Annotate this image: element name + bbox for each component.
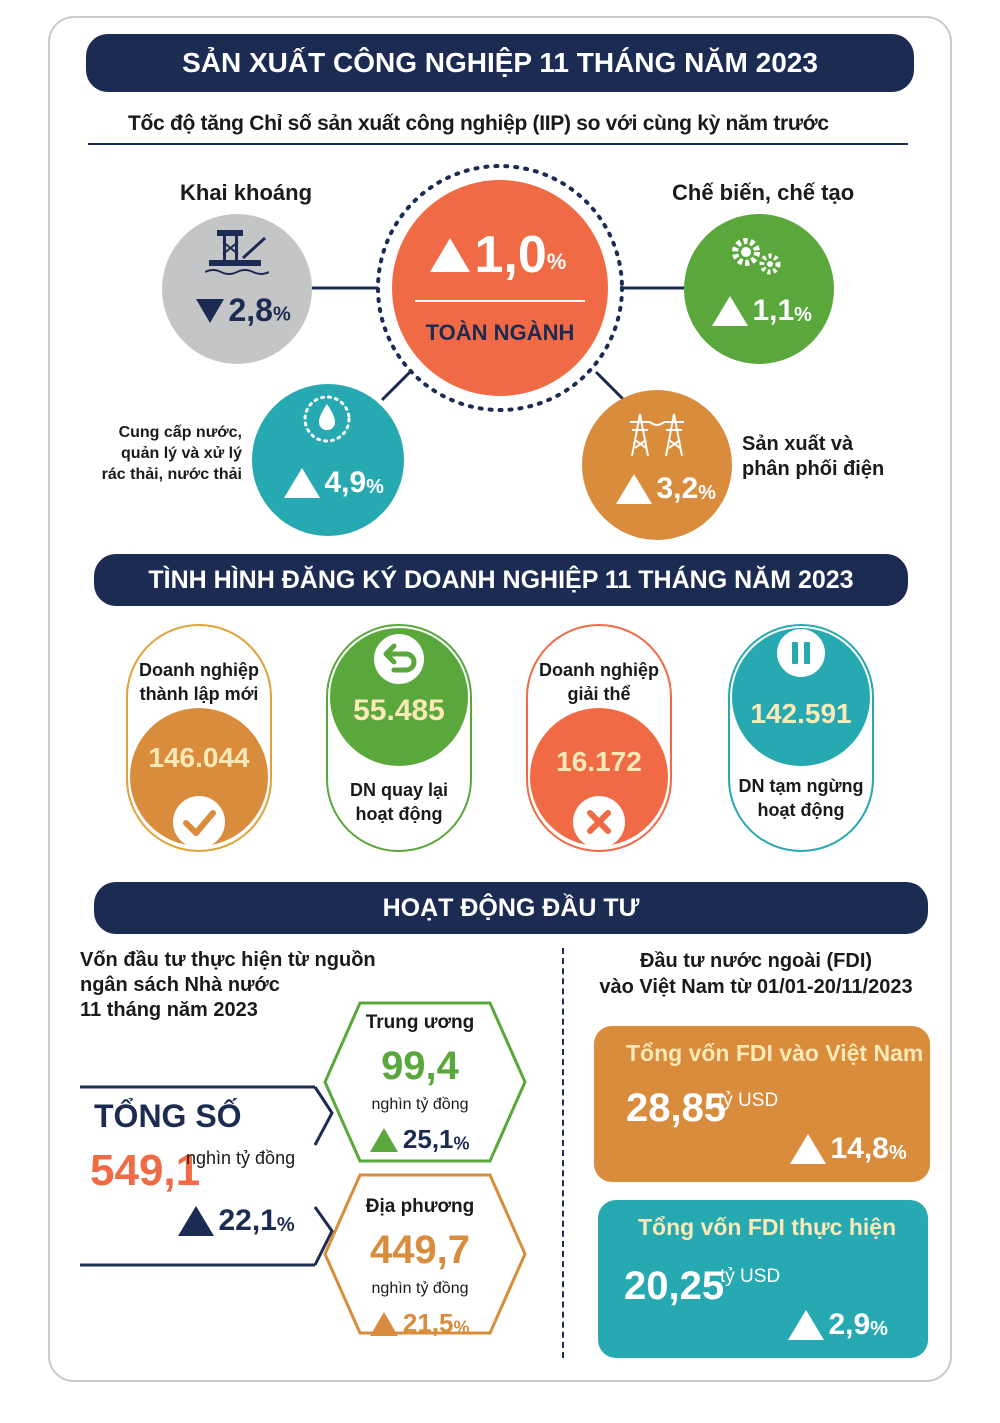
local-label: Địa phương <box>365 1196 475 1217</box>
mining-label: Khai khoáng <box>180 180 313 205</box>
processing-circle <box>684 214 834 364</box>
total-industry-circle <box>392 180 608 396</box>
card-suspended-value: 142.591 <box>750 698 852 729</box>
processing-value: 1,1% <box>712 294 812 328</box>
mining-value: 2,8% <box>196 292 291 329</box>
total-growth: 22,1% <box>178 1204 295 1238</box>
central-growth: 25,1% <box>330 1124 510 1155</box>
card-suspended-label: DN tạm ngừng hoạt động <box>738 776 864 820</box>
fdi-disbursed-unit: tỷ USD <box>720 1266 781 1287</box>
card-dissolved-label: Doanh nghiệp giải thể <box>539 660 659 704</box>
fdi-registered-label: Tổng vốn FDI vào Việt Nam <box>626 1040 924 1066</box>
fdi-heading: Đầu tư nước ngoài (FDI) vào Việt Nam từ … <box>599 950 913 998</box>
card-new-value: 146.044 <box>148 742 250 773</box>
up-arrow-icon <box>178 1206 214 1236</box>
processing-label: Chế biến, chế tạo <box>672 180 855 205</box>
fdi-registered-box <box>594 1026 930 1182</box>
gears-icon <box>732 238 781 275</box>
fdi-disbursed-box <box>598 1200 928 1358</box>
pause-icon <box>777 629 825 677</box>
local-growth: 21,5% <box>330 1308 510 1339</box>
up-arrow-icon <box>712 296 748 326</box>
up-arrow-icon <box>430 238 470 272</box>
card-new-label: Doanh nghiệp thành lập mới <box>139 660 259 704</box>
water-label: Cung cấp nước, quản lý và xử lý rác thải… <box>101 424 242 483</box>
connector-lines <box>312 164 686 412</box>
electricity-label: Sản xuất và phân phối điện <box>742 433 885 480</box>
total-industry-label: TOÀN NGÀNH <box>425 320 575 345</box>
fdi-registered-value: 28,85 <box>626 1086 727 1130</box>
central-label: Trung ương <box>365 1012 475 1033</box>
card-new-enterprises <box>126 624 272 852</box>
checkmark-icon <box>173 796 225 848</box>
section-title-investment: HOẠT ĐỘNG ĐẦU TƯ <box>94 882 928 934</box>
card-returned-enterprises <box>326 624 472 852</box>
total-value: 549,1 <box>90 1146 201 1195</box>
x-mark-icon <box>573 796 625 848</box>
power-tower-icon <box>630 413 684 457</box>
electricity-circle <box>582 390 732 540</box>
budget-heading: Vốn đầu tư thực hiện từ nguồn ngân sách … <box>80 949 376 1021</box>
up-arrow-icon <box>370 1127 399 1152</box>
total-unit: nghìn tỷ đồng <box>186 1148 296 1168</box>
central-unit: nghìn tỷ đồng <box>371 1096 469 1113</box>
section-title-business-registration: TÌNH HÌNH ĐĂNG KÝ DOANH NGHIỆP 11 THÁNG … <box>94 554 908 606</box>
down-arrow-icon <box>196 298 224 323</box>
return-arrow-icon <box>374 634 424 684</box>
total-label: TỔNG SỐ <box>94 1098 242 1134</box>
up-arrow-icon <box>370 1311 399 1336</box>
up-arrow-icon <box>616 474 652 504</box>
local-value: 449,7 <box>369 1228 471 1272</box>
fdi-disbursed-growth: 2,9% <box>788 1308 888 1342</box>
up-arrow-icon <box>790 1134 826 1164</box>
water-value: 4,9% <box>284 466 384 500</box>
fdi-disbursed-value: 20,25 <box>624 1264 725 1308</box>
electricity-value: 3,2% <box>616 472 716 506</box>
card-dissolved-value: 16.172 <box>556 746 642 777</box>
fdi-registered-unit: tỷ USD <box>718 1090 779 1111</box>
section-title-industrial-production: SẢN XUẤT CÔNG NGHIỆP 11 THÁNG NĂM 2023 <box>86 34 914 92</box>
iip-subtitle: Tốc độ tăng Chỉ số sản xuất công nghiệp … <box>128 112 829 135</box>
up-arrow-icon <box>788 1310 824 1340</box>
card-suspended-enterprises <box>728 624 874 852</box>
card-returned-label: DN quay lại hoạt động <box>349 780 449 824</box>
total-industry-value: 1,0% <box>430 225 570 285</box>
fdi-registered-growth: 14,8% <box>790 1132 907 1166</box>
card-returned-value: 55.485 <box>353 694 445 727</box>
fdi-disbursed-label: Tổng vốn FDI thực hiện <box>638 1214 897 1240</box>
section-divider-dashed <box>562 948 564 1358</box>
subtitle-divider <box>88 143 908 145</box>
local-unit: nghìn tỷ đồng <box>371 1280 469 1297</box>
central-value: 99,4 <box>381 1044 459 1088</box>
up-arrow-icon <box>284 468 320 498</box>
oil-rig-icon <box>205 230 269 275</box>
water-drop-icon <box>303 395 351 443</box>
budget-diagram <box>80 1001 527 1335</box>
center-divider <box>415 300 585 302</box>
card-dissolved-enterprises <box>526 624 672 852</box>
